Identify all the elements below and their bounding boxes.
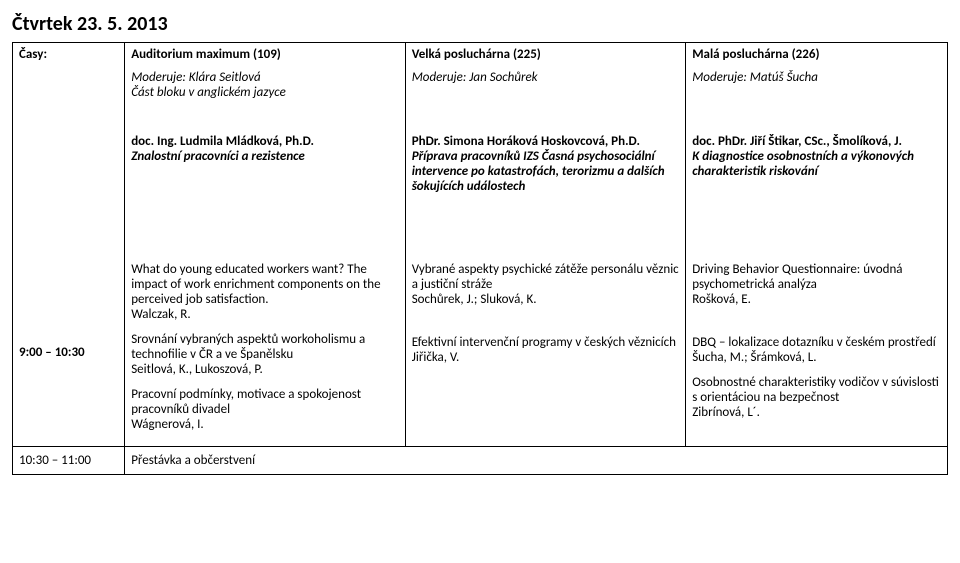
slot1-a-p1-title: What do young educated workers want? The…	[131, 262, 380, 307]
moderator-c: Moderuje: Matúš Šucha	[692, 70, 818, 85]
table-row	[13, 228, 948, 258]
moderator-a-line2: Část bloku v anglickém jazyce	[131, 85, 286, 100]
slot1-c-p2-title: DBQ – lokalizace dotazníku v českém pros…	[692, 335, 941, 350]
slot1-c-p3-author: Zibrínová, L´.	[692, 405, 760, 420]
slot1-c-p3-title: Osobnostné charakteristiky vodičov v súv…	[692, 375, 939, 405]
room-a: Auditorium maximum (109)	[131, 47, 281, 62]
room-b: Velká posluchárna (225)	[412, 47, 541, 62]
table-row	[13, 198, 948, 228]
slot1-c-p1-author: Rošková, E.	[692, 292, 751, 307]
room-c: Malá posluchárna (226)	[692, 47, 819, 62]
table-row: Časy: Auditorium maximum (109) Velká pos…	[13, 43, 948, 67]
chair-c-name: doc. PhDr. Jiří Štikar, CSc., Šmolíková,…	[692, 134, 902, 149]
table-row: 10:30 – 11:00 Přestávka a občerstvení	[13, 447, 948, 475]
moderator-a-line1: Moderuje: Klára Seitlová	[131, 70, 261, 85]
chair-a-topic: Znalostní pracovníci a rezistence	[131, 149, 305, 164]
slot1-b-p1-author: Sochůrek, J.; Sluková, K.	[412, 292, 537, 307]
slot1-a-p3-author: Wágnerová, I.	[131, 417, 204, 432]
break-label: Přestávka a občerstvení	[131, 453, 255, 468]
slot1-a-p2-title: Srovnání vybraných aspektů workoholismu …	[131, 332, 365, 362]
slot1-c-p1-title: Driving Behavior Questionnaire: úvodná p…	[692, 262, 902, 292]
slot1-b-p1-title: Vybrané aspekty psychické zátěže personá…	[412, 262, 679, 292]
table-row: Moderuje: Klára Seitlová Část bloku v an…	[13, 66, 948, 104]
slot1-a-p2-author: Seitlová, K., Lukoszová, P.	[131, 362, 263, 377]
break-time: 10:30 – 11:00	[19, 453, 91, 468]
slot1-a-p3-title: Pracovní podmínky, motivace a spokojenos…	[131, 387, 361, 417]
slot1-c-p2-author: Šucha, M.; Šrámková, L.	[692, 350, 816, 365]
chair-a-name: doc. Ing. Ludmila Mládková, Ph.D.	[131, 134, 314, 149]
moderator-b: Moderuje: Jan Sochůrek	[412, 70, 538, 85]
table-row	[13, 104, 948, 130]
slot1-a-p1-author: Walczak, R.	[131, 307, 190, 322]
table-row: doc. Ing. Ludmila Mládková, Ph.D. Znalos…	[13, 130, 948, 198]
chair-b-name: PhDr. Simona Horáková Hoskovcová, Ph.D.	[412, 134, 640, 149]
page-title: Čtvrtek 23. 5. 2013	[12, 12, 948, 36]
chair-c-topic: K diagnostice osobnostních a výkonových …	[692, 149, 914, 179]
slot1-b-p2-title: Efektivní intervenční programy v českých…	[412, 335, 676, 350]
table-row: 9:00 – 10:30 What do young educated work…	[13, 258, 948, 447]
chair-b-topic: Příprava pracovníků IZS Časná psychosoci…	[412, 149, 665, 194]
slot1-b-p2-author: Jiřička, V.	[412, 350, 460, 365]
schedule-table: Časy: Auditorium maximum (109) Velká pos…	[12, 42, 948, 475]
times-label: Časy:	[19, 47, 47, 62]
slot1-time: 9:00 – 10:30	[19, 345, 85, 360]
